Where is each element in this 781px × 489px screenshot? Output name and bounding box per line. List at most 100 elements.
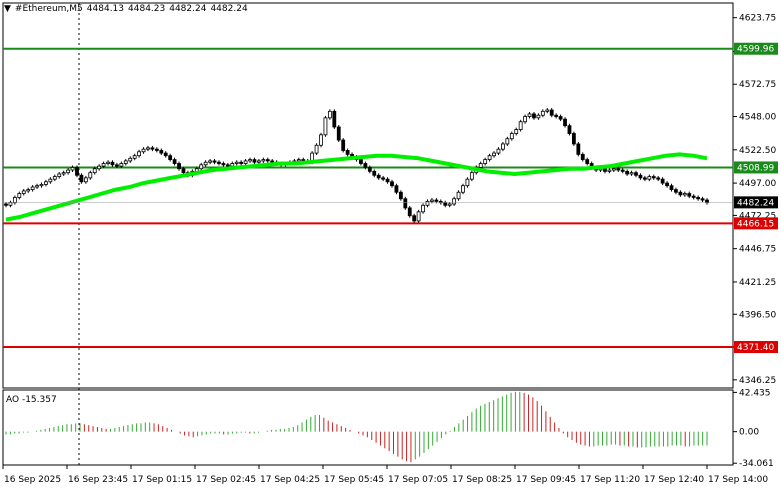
y-tick-label: 4522.50 <box>739 146 776 156</box>
candle-body <box>296 159 301 162</box>
candle-body <box>265 159 270 162</box>
candle-body <box>576 143 581 155</box>
candle-body <box>110 161 115 166</box>
candle-body <box>452 198 457 205</box>
candle-body <box>620 169 625 172</box>
candle-body <box>705 199 709 204</box>
candle-body <box>540 110 545 116</box>
candle-body <box>603 168 607 172</box>
x-tick-label: 17 Sep 08:25 <box>452 475 512 485</box>
resistance-level-tag <box>734 42 778 55</box>
x-tick-label: 17 Sep 12:40 <box>644 475 704 485</box>
candle-body <box>390 181 394 187</box>
candle-body <box>92 168 97 174</box>
candle-body <box>447 203 452 206</box>
y-tick-label: 4497.00 <box>739 179 776 189</box>
candle-body <box>430 199 434 202</box>
candle-body <box>558 116 563 120</box>
x-tick-label: 17 Sep 07:05 <box>388 475 448 485</box>
support-level-label: 4371.40 <box>737 343 774 353</box>
candle-body <box>638 174 643 179</box>
candle-body <box>443 202 448 206</box>
candle-body <box>625 170 630 175</box>
candle-body <box>669 185 674 191</box>
candle-body <box>132 155 137 159</box>
candle-body <box>314 144 319 154</box>
candle-body <box>270 160 275 163</box>
candle-body <box>119 163 124 167</box>
candle-body <box>696 197 701 200</box>
resistance-level-tag <box>734 161 778 174</box>
support-level-label: 4466.15 <box>737 219 774 229</box>
candle-body <box>239 161 244 164</box>
x-tick-label: 17 Sep 09:45 <box>516 475 576 485</box>
x-tick-label: 17 Sep 04:25 <box>260 475 320 485</box>
y-tick-label: 4346.25 <box>739 376 776 386</box>
candle-body <box>492 152 496 157</box>
candle-body <box>12 197 17 204</box>
candle-body <box>66 169 71 174</box>
candle-body <box>101 163 106 167</box>
candle-body <box>580 153 585 161</box>
candle-body <box>57 173 62 177</box>
current-price-label: 4482.24 <box>737 198 774 208</box>
candle-body <box>496 148 501 154</box>
candle-body <box>336 126 341 141</box>
candle-body <box>674 189 678 193</box>
candle-body <box>345 150 350 155</box>
candle-body <box>177 163 181 170</box>
x-tick-label: 17 Sep 11:20 <box>580 475 640 485</box>
symbol-label: #Ethereum,M5 <box>14 4 83 14</box>
candle-body <box>425 200 430 206</box>
candle-body <box>469 172 474 180</box>
candle-body <box>88 172 93 179</box>
candle-body <box>483 159 488 164</box>
candle-body <box>407 207 412 217</box>
moving-average-line <box>5 152 708 222</box>
candle-body <box>651 176 656 179</box>
candle-body <box>137 151 142 157</box>
candle-body <box>478 163 483 168</box>
candle-body <box>456 191 461 200</box>
ao-plot-frame <box>2 389 734 466</box>
candle-body <box>48 178 53 183</box>
candle-body <box>8 202 13 206</box>
candle-body <box>616 168 621 171</box>
candle-body <box>461 185 465 193</box>
candle-body <box>434 199 439 202</box>
candle-body <box>234 161 239 164</box>
candle-body <box>332 110 337 128</box>
candle-body <box>52 176 57 180</box>
candle-body <box>634 172 638 176</box>
candle-body <box>421 204 425 213</box>
candle-body <box>642 177 647 180</box>
candle-body <box>509 133 514 140</box>
candle-body <box>678 191 683 196</box>
candle-body <box>106 161 110 164</box>
candle-body <box>691 195 696 198</box>
main-plot-frame <box>2 2 734 389</box>
candle-body <box>21 190 26 194</box>
candle-body <box>150 147 155 150</box>
candle-body <box>514 129 519 134</box>
candle-body <box>30 186 35 191</box>
support-level-tag <box>734 217 778 230</box>
candle-body <box>501 143 505 150</box>
candle-body <box>376 174 381 179</box>
candle-body <box>416 211 421 222</box>
candle-body <box>687 193 692 197</box>
y-tick-label: 4623.75 <box>739 14 776 24</box>
candle-body <box>532 113 536 119</box>
dropdown-arrow-icon[interactable]: ▼ <box>4 4 11 14</box>
candle-body <box>70 167 75 171</box>
candle-body <box>17 193 22 198</box>
candle-body <box>545 109 550 112</box>
candle-body <box>217 161 221 164</box>
y-tick-label: 4396.50 <box>739 310 776 320</box>
candle-body <box>327 110 332 119</box>
candle-body <box>230 163 235 167</box>
x-tick-label: 17 Sep 14:00 <box>708 475 768 485</box>
candle-body <box>487 155 492 161</box>
candle-body <box>536 114 541 119</box>
